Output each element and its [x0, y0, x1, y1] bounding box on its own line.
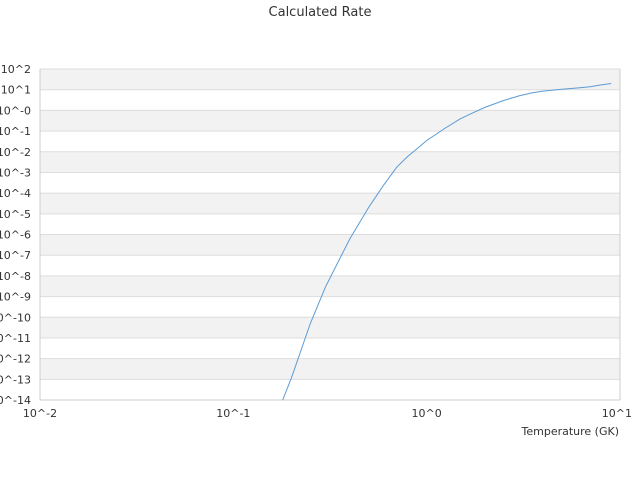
y-tick-label: 10^-7 — [0, 249, 31, 262]
x-axis-label: Temperature (GK) — [521, 425, 620, 438]
y-tick-label: 10^1 — [1, 84, 31, 97]
grid-band — [40, 69, 620, 90]
y-tick-label: 10^-10 — [0, 311, 31, 324]
grid-band — [40, 151, 620, 173]
y-tick-label: 10^-13 — [0, 373, 31, 386]
grid-band — [40, 358, 620, 380]
grid-band — [40, 317, 620, 338]
y-tick-label: 10^-11 — [0, 332, 31, 345]
y-tick-label: 10^-6 — [0, 229, 31, 242]
y-tick-label: 10^-14 — [0, 394, 31, 407]
y-tick-label: 10^-12 — [0, 353, 31, 366]
plot-bands — [40, 69, 620, 380]
x-axis-ticks: 10^-2 10^-1 10^0 10^1 — [23, 407, 632, 420]
x-tick-label: 10^-2 — [23, 407, 57, 420]
x-tick-label: 10^1 — [602, 407, 632, 420]
y-tick-label: 10^-0 — [0, 104, 31, 117]
y-tick-label: 10^-9 — [0, 291, 31, 304]
rate-series-line — [282, 83, 612, 401]
y-tick-label: 10^-3 — [0, 166, 31, 179]
y-axis-ticks: 10^2 10^1 10^-0 10^-1 10^-2 10^-3 10^-4 10^-5 10… — [0, 63, 31, 407]
y-tick-label: 10^-4 — [0, 187, 31, 200]
y-tick-label: 10^-5 — [0, 208, 31, 221]
chart-title: Calculated Rate — [269, 5, 372, 20]
series-group — [282, 83, 612, 401]
y-tick-label: 10^2 — [1, 63, 31, 76]
grid-band — [40, 110, 620, 132]
grid-band — [40, 193, 620, 214]
y-tick-label: 10^-2 — [0, 146, 31, 159]
y-tick-label: 10^-8 — [0, 270, 31, 283]
y-tick-label: 10^-1 — [0, 125, 31, 138]
grid-lines — [39, 68, 621, 401]
x-tick-label: 10^0 — [412, 407, 442, 420]
x-tick-label: 10^-1 — [216, 407, 250, 420]
grid-band — [40, 275, 620, 297]
grid-band — [40, 234, 620, 256]
